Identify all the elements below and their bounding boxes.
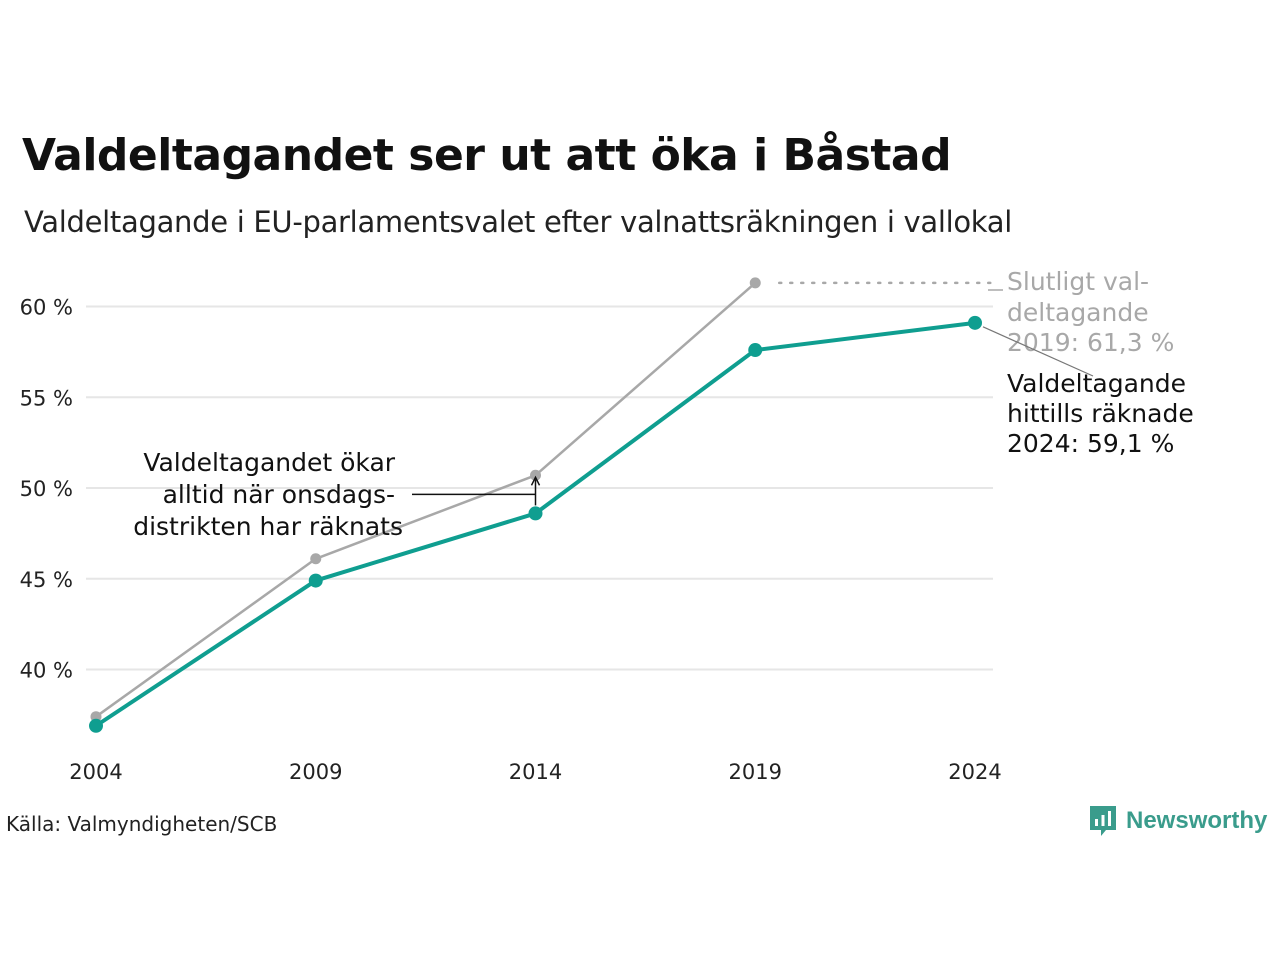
x-tick-label: 2004: [69, 760, 122, 784]
annotation-wednesday-line: distrikten har räknats: [133, 512, 403, 541]
annotation-final-2019: Slutligt val- deltagande 2019: 61,3 %: [1007, 267, 1174, 357]
data-point-final: [310, 553, 322, 565]
y-tick-label: 40 %: [20, 659, 73, 683]
x-tick-label: 2019: [729, 760, 782, 784]
data-point-preliminary: [308, 573, 323, 588]
leader-counted-2024: [982, 326, 1094, 377]
series-points: [89, 277, 982, 733]
annotation-wednesday-line: alltid när onsdags-: [163, 480, 395, 509]
annotation-wednesday-line: Valdeltagandet ökar: [143, 448, 395, 477]
y-tick-label: 45 %: [20, 568, 73, 592]
annotation-wednesday: Valdeltagandet ökar alltid när onsdags- …: [133, 448, 403, 541]
annotation-final-2019-line: 2019: 61,3 %: [1007, 328, 1174, 357]
x-tick-label: 2014: [509, 760, 562, 784]
newsworthy-logo-icon: [1090, 806, 1116, 836]
annotation-final-2019-line: Slutligt val-: [1007, 267, 1149, 296]
data-point-preliminary: [89, 718, 103, 733]
gridlines: [86, 305, 993, 671]
annotations: Slutligt val- deltagande 2019: 61,3 % Va…: [133, 267, 1202, 541]
brand-logo: Newsworthy: [1088, 804, 1267, 838]
annotation-counted-2024-line: Valdeltagande: [1007, 369, 1186, 398]
x-axis-ticks: 2004 2009 2014 2019 2024: [69, 760, 1001, 784]
y-axis-ticks: 40 % 45 % 50 % 55 % 60 %: [20, 296, 73, 683]
data-point-preliminary: [968, 315, 982, 330]
data-point-preliminary: [528, 506, 543, 521]
data-point-final: [530, 469, 541, 481]
y-tick-label: 60 %: [20, 296, 73, 320]
data-point-preliminary: [748, 343, 763, 358]
data-point-final: [749, 277, 761, 289]
chart-subtitle: Valdeltagande i EU-parlamentsvalet efter…: [24, 205, 1012, 239]
series-line-final: [95, 281, 757, 718]
y-tick-label: 50 %: [20, 477, 73, 501]
source-note: Källa: Valmyndigheten/SCB: [6, 812, 278, 836]
x-tick-label: 2009: [289, 760, 342, 784]
annotation-counted-2024-line: hittills räknade: [1007, 399, 1194, 428]
arrow-head: [530, 475, 541, 486]
brand-name: Newsworthy: [1126, 807, 1268, 834]
annotation-counted-2024: Valdeltagande hittills räknade 2024: 59,…: [1007, 369, 1202, 458]
annotation-counted-2024-line: 2024: 59,1 %: [1007, 429, 1174, 458]
y-tick-label: 55 %: [20, 386, 73, 410]
x-tick-label: 2024: [948, 760, 1001, 784]
annotation-final-2019-line: deltagande: [1007, 298, 1149, 327]
chart-title: Valdeltagandet ser ut att öka i Båstad: [22, 130, 952, 181]
